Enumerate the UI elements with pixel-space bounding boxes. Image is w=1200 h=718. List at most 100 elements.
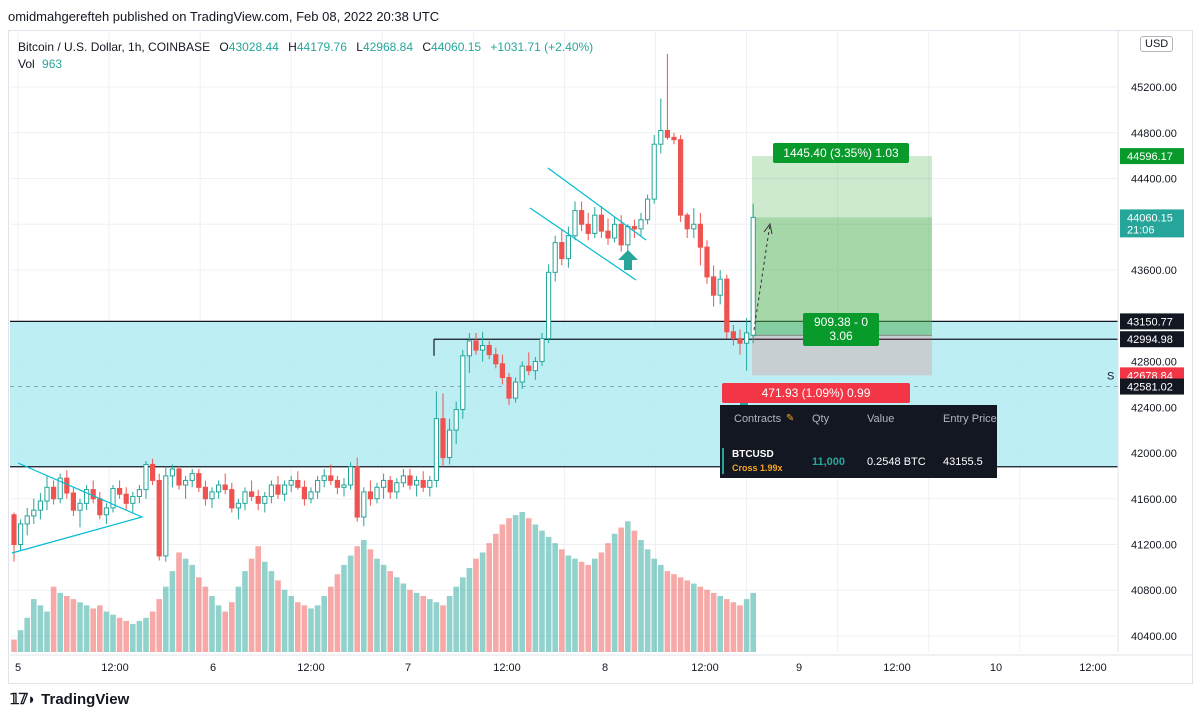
- candle-body: [427, 479, 433, 488]
- volume-bar: [605, 543, 611, 652]
- volume-bar: [413, 592, 420, 652]
- candle-body: [433, 418, 439, 481]
- volume-bar: [453, 586, 459, 652]
- x-tick-label: 9: [796, 662, 802, 674]
- volume-bar: [499, 524, 506, 652]
- volume-bar: [268, 571, 275, 652]
- candle-body: [499, 363, 505, 379]
- volume-bar: [90, 608, 96, 652]
- candle-body: [301, 486, 307, 500]
- symbol-description: Bitcoin / U.S. Dollar, 1h, COINBASE: [18, 40, 211, 54]
- candle-body: [704, 246, 710, 278]
- candle-body: [249, 491, 255, 497]
- candle-body: [374, 486, 380, 500]
- candle-body: [572, 210, 578, 237]
- volume-bar: [677, 577, 684, 652]
- candle-body: [70, 492, 77, 511]
- candle-body: [400, 475, 406, 484]
- price-label-bg: [1120, 209, 1184, 238]
- volume-bar: [116, 617, 123, 652]
- volume-bar: [387, 571, 393, 652]
- ohlc-high: H44179.76: [288, 40, 347, 54]
- volume-bar: [466, 568, 473, 652]
- candle-body: [744, 332, 750, 344]
- volume-bar: [182, 558, 189, 652]
- candle-body: [532, 361, 538, 372]
- volume-bar: [123, 620, 129, 652]
- volume-bar: [288, 596, 294, 652]
- candle-body: [123, 493, 129, 504]
- candle-body: [651, 143, 657, 200]
- volume-bar: [380, 564, 387, 652]
- candle-body: [163, 475, 169, 557]
- channel-top: [547, 167, 647, 241]
- candle-body: [697, 223, 703, 248]
- target-label: 1445.40 (3.35%) 1.03: [783, 146, 899, 160]
- candle-body: [31, 509, 37, 517]
- candle-body: [730, 331, 736, 340]
- volume-bar: [420, 596, 426, 652]
- candle-body: [453, 409, 459, 431]
- candle-body: [361, 491, 367, 518]
- col-contracts: Contracts: [734, 413, 782, 425]
- candle-body: [64, 477, 70, 494]
- candle-body: [216, 484, 222, 493]
- candle-body: [486, 345, 492, 356]
- candle-body: [328, 475, 334, 481]
- candle-body: [638, 219, 644, 230]
- ohlc-low: L42968.84: [356, 40, 413, 54]
- y-tick-label: 43600.00: [1131, 265, 1177, 277]
- projection-arrowhead: [763, 222, 773, 235]
- candle-body: [136, 489, 143, 497]
- candle-body: [605, 230, 611, 239]
- x-tick-label: 12:00: [493, 662, 521, 674]
- volume-bar: [598, 552, 605, 652]
- volume-bar: [334, 574, 341, 652]
- risk-reward-label-bg: [803, 313, 879, 346]
- volume-bar: [50, 586, 57, 652]
- price-label-bg: [1120, 148, 1184, 165]
- price-label-bg: [1120, 331, 1184, 348]
- candle-body: [288, 479, 294, 486]
- volume-bar: [526, 518, 532, 652]
- volume-bar: [367, 549, 374, 652]
- volume-bar: [275, 580, 281, 652]
- candle-body: [598, 214, 604, 232]
- candle-body: [711, 276, 717, 296]
- candle-body: [189, 473, 195, 481]
- candle-body: [268, 484, 274, 497]
- volume-bar: [737, 605, 743, 652]
- volume-bar: [143, 617, 149, 652]
- candle-body: [724, 278, 730, 333]
- volume-bar: [189, 564, 195, 652]
- candle-body: [460, 355, 466, 411]
- volume-bar: [717, 596, 723, 652]
- volume-bar: [730, 602, 737, 652]
- position-table: Contracts ✎ Qty Value Entry Price BTCUSD…: [720, 405, 997, 478]
- x-tick-label: 5: [15, 662, 21, 674]
- volume-bar: [479, 552, 486, 652]
- currency-badge[interactable]: USD: [1140, 36, 1174, 52]
- candle-body: [684, 214, 690, 230]
- candle-body: [103, 507, 110, 516]
- volume-bar: [473, 558, 479, 652]
- volume-bar: [394, 577, 400, 652]
- chart-legend: Bitcoin / U.S. Dollar, 1h, COINBASE O430…: [18, 39, 593, 73]
- candle-body: [90, 489, 96, 500]
- candle-body: [579, 210, 585, 225]
- candle-body: [84, 489, 90, 504]
- position-entry: 43155.5: [943, 456, 983, 468]
- volume-bar: [565, 555, 572, 652]
- volume-bar: [57, 592, 63, 652]
- candle-body: [18, 523, 24, 545]
- pin-icon: ✎: [786, 413, 795, 424]
- candle-body: [24, 515, 30, 525]
- footer-brand[interactable]: 𝟙𝟟◗ TradingView: [10, 690, 129, 709]
- candle-body: [671, 136, 677, 141]
- candle-body: [717, 278, 723, 296]
- volume-bar: [97, 605, 103, 652]
- ohlc-open: O43028.44: [219, 40, 279, 54]
- volume-bar: [506, 518, 512, 652]
- volume-bar: [301, 605, 308, 652]
